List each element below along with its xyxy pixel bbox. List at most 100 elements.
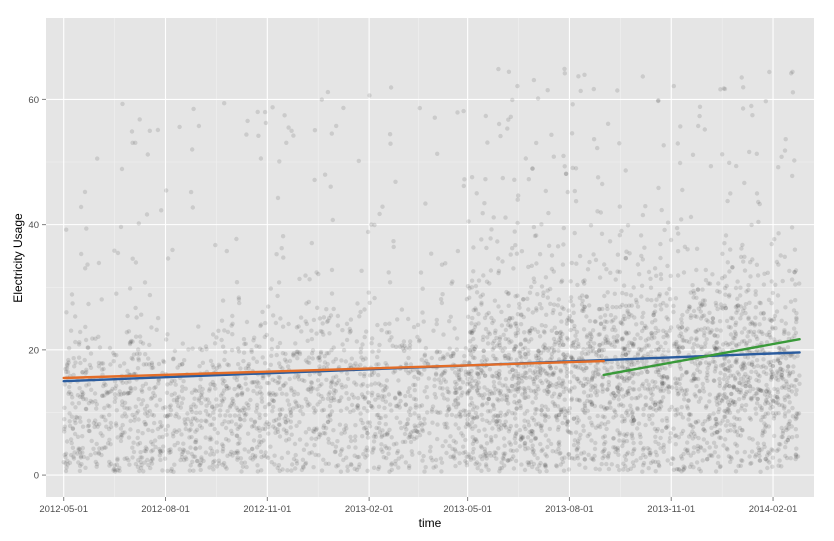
scatter-point bbox=[494, 356, 499, 362]
scatter-point bbox=[782, 254, 787, 259]
scatter-point bbox=[311, 429, 317, 435]
scatter-point bbox=[483, 358, 488, 364]
scatter-point bbox=[241, 358, 246, 364]
scatter-point bbox=[685, 406, 691, 411]
scatter-point bbox=[565, 419, 570, 425]
scatter-point bbox=[460, 390, 465, 395]
scatter-point bbox=[742, 362, 747, 367]
scatter-point bbox=[779, 403, 785, 408]
scatter-point bbox=[280, 234, 286, 239]
scatter-point bbox=[526, 177, 531, 182]
scatter-point bbox=[328, 380, 334, 386]
scatter-point bbox=[216, 461, 222, 466]
scatter-point bbox=[690, 283, 695, 288]
scatter-point bbox=[199, 425, 204, 430]
scatter-point bbox=[782, 328, 787, 333]
scatter-point bbox=[197, 445, 203, 450]
scatter-point bbox=[514, 448, 520, 453]
scatter-point bbox=[713, 416, 719, 422]
scatter-point bbox=[168, 449, 173, 455]
scatter-point bbox=[287, 358, 293, 364]
scatter-point bbox=[134, 351, 140, 356]
scatter-point bbox=[581, 347, 586, 352]
scatter-point bbox=[62, 405, 67, 410]
scatter-point bbox=[132, 414, 137, 420]
scatter-point bbox=[135, 366, 141, 371]
scatter-point bbox=[284, 431, 289, 436]
scatter-point bbox=[602, 434, 608, 439]
scatter-point bbox=[347, 330, 352, 335]
scatter-point bbox=[409, 434, 414, 439]
scatter-point bbox=[658, 446, 663, 451]
scatter-point bbox=[255, 469, 260, 474]
scatter-point bbox=[682, 244, 688, 249]
scatter-point bbox=[113, 386, 118, 391]
scatter-point bbox=[133, 260, 139, 265]
scatter-point bbox=[385, 430, 390, 435]
scatter-point bbox=[120, 414, 125, 419]
scatter-point bbox=[680, 187, 685, 193]
scatter-point bbox=[275, 293, 280, 299]
scatter-point bbox=[268, 286, 273, 291]
scatter-point bbox=[420, 310, 425, 315]
scatter-point bbox=[169, 466, 174, 472]
scatter-point bbox=[631, 343, 636, 349]
scatter-point bbox=[77, 446, 83, 452]
scatter-point bbox=[415, 322, 421, 328]
scatter-point bbox=[211, 365, 216, 370]
scatter-point bbox=[171, 356, 176, 361]
scatter-point bbox=[387, 330, 392, 335]
scatter-point bbox=[771, 399, 776, 404]
scatter-point bbox=[464, 463, 470, 468]
scatter-point bbox=[156, 381, 161, 386]
scatter-point bbox=[232, 450, 237, 455]
scatter-point bbox=[407, 432, 412, 437]
scatter-point bbox=[490, 341, 495, 346]
scatter-point bbox=[231, 402, 236, 407]
scatter-point bbox=[503, 376, 509, 382]
scatter-point bbox=[242, 413, 248, 418]
scatter-point bbox=[246, 362, 252, 367]
scatter-point bbox=[649, 336, 654, 341]
scatter-point bbox=[435, 349, 440, 354]
scatter-point bbox=[199, 455, 204, 460]
scatter-point bbox=[197, 396, 202, 401]
scatter-point bbox=[753, 289, 758, 294]
scatter-point bbox=[117, 465, 122, 470]
scatter-point bbox=[790, 370, 796, 375]
scatter-point bbox=[747, 149, 752, 155]
scatter-point bbox=[792, 333, 797, 338]
scatter-point bbox=[453, 385, 458, 390]
scatter-point bbox=[772, 237, 777, 242]
scatter-point bbox=[180, 449, 186, 455]
scatter-point bbox=[369, 382, 374, 387]
scatter-point bbox=[248, 397, 253, 403]
scatter-point bbox=[257, 428, 262, 433]
scatter-point bbox=[348, 461, 354, 467]
scatter-point bbox=[375, 322, 380, 328]
scatter-point bbox=[709, 328, 714, 333]
scatter-point bbox=[362, 396, 367, 401]
scatter-point bbox=[459, 393, 464, 398]
scatter-point bbox=[294, 325, 300, 330]
scatter-point bbox=[377, 420, 382, 426]
scatter-point bbox=[144, 403, 150, 409]
scatter-point bbox=[113, 421, 119, 426]
scatter-point bbox=[149, 412, 155, 417]
scatter-point bbox=[324, 307, 329, 312]
scatter-point bbox=[468, 330, 473, 335]
scatter-point bbox=[73, 405, 78, 410]
scatter-point bbox=[753, 406, 758, 411]
scatter-point bbox=[232, 413, 238, 418]
scatter-point bbox=[305, 400, 310, 405]
scatter-point bbox=[309, 386, 314, 391]
scatter-point bbox=[362, 406, 367, 411]
scatter-point bbox=[484, 245, 489, 251]
scatter-point bbox=[668, 297, 673, 302]
scatter-point bbox=[619, 414, 624, 419]
scatter-point bbox=[320, 329, 325, 334]
scatter-point bbox=[443, 261, 448, 266]
scatter-point bbox=[453, 398, 458, 404]
scatter-point bbox=[240, 390, 245, 395]
scatter-point bbox=[712, 423, 718, 429]
